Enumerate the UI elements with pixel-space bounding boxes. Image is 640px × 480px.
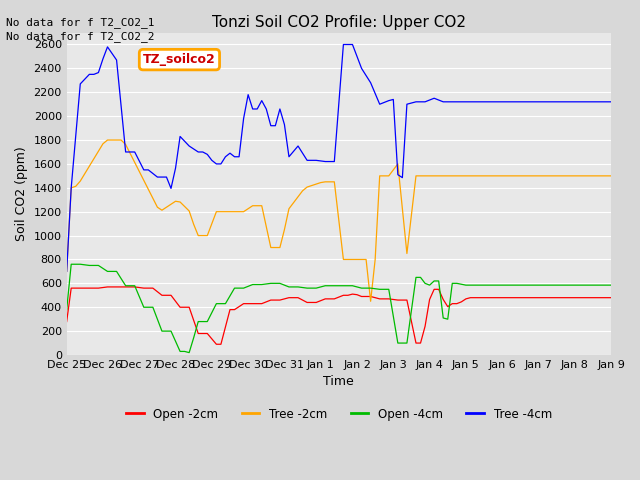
Text: No data for f T2_CO2_2: No data for f T2_CO2_2 [6,31,155,42]
Text: No data for f T2_CO2_1: No data for f T2_CO2_1 [6,17,155,28]
X-axis label: Time: Time [323,375,354,388]
Legend: Open -2cm, Tree -2cm, Open -4cm, Tree -4cm: Open -2cm, Tree -2cm, Open -4cm, Tree -4… [121,403,557,425]
Text: TZ_soilco2: TZ_soilco2 [143,53,216,66]
Title: Tonzi Soil CO2 Profile: Upper CO2: Tonzi Soil CO2 Profile: Upper CO2 [212,15,466,30]
Y-axis label: Soil CO2 (ppm): Soil CO2 (ppm) [15,146,28,241]
